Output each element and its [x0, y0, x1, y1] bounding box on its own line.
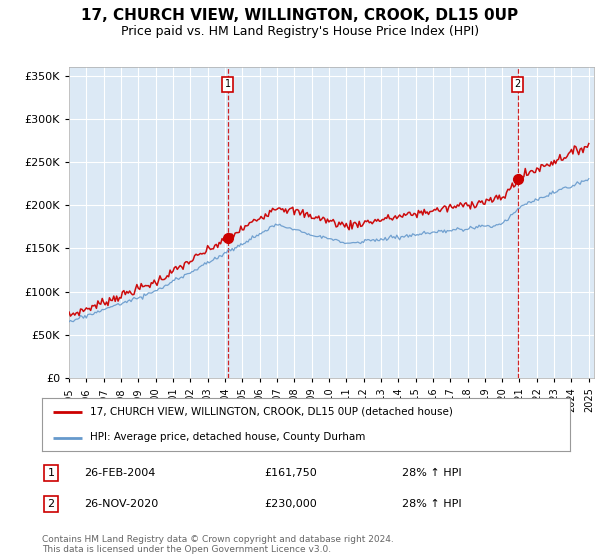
Text: 26-NOV-2020: 26-NOV-2020	[84, 499, 158, 509]
Text: Price paid vs. HM Land Registry's House Price Index (HPI): Price paid vs. HM Land Registry's House …	[121, 25, 479, 38]
Text: 1: 1	[224, 80, 230, 90]
Text: 26-FEB-2004: 26-FEB-2004	[84, 468, 155, 478]
Text: 1: 1	[47, 468, 55, 478]
Text: 28% ↑ HPI: 28% ↑ HPI	[402, 468, 461, 478]
Text: £161,750: £161,750	[264, 468, 317, 478]
Text: Contains HM Land Registry data © Crown copyright and database right 2024.
This d: Contains HM Land Registry data © Crown c…	[42, 535, 394, 554]
Text: £230,000: £230,000	[264, 499, 317, 509]
Text: 2: 2	[47, 499, 55, 509]
Text: 17, CHURCH VIEW, WILLINGTON, CROOK, DL15 0UP: 17, CHURCH VIEW, WILLINGTON, CROOK, DL15…	[82, 8, 518, 24]
Text: 17, CHURCH VIEW, WILLINGTON, CROOK, DL15 0UP (detached house): 17, CHURCH VIEW, WILLINGTON, CROOK, DL15…	[89, 407, 452, 417]
Text: 28% ↑ HPI: 28% ↑ HPI	[402, 499, 461, 509]
Text: HPI: Average price, detached house, County Durham: HPI: Average price, detached house, Coun…	[89, 432, 365, 442]
Text: 2: 2	[515, 80, 521, 90]
